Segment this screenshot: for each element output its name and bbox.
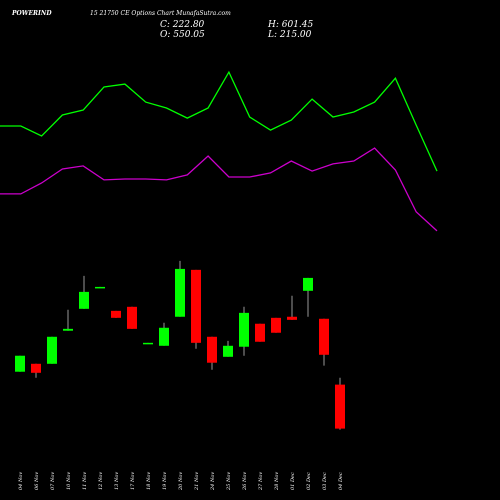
candle-body bbox=[191, 269, 201, 343]
x-tick-label: 10 Nov bbox=[66, 472, 72, 490]
x-tick-label: 13 Nov bbox=[114, 472, 120, 490]
candle-body bbox=[303, 277, 313, 291]
candle-body bbox=[79, 291, 89, 309]
x-tick-label: 01 Dec bbox=[290, 472, 296, 490]
x-tick-label: 03 Dec bbox=[322, 472, 328, 490]
x-tick-label: 17 Nov bbox=[130, 472, 136, 490]
x-tick-label: 21 Nov bbox=[194, 472, 200, 491]
x-tick-label: 02 Dec bbox=[306, 472, 312, 490]
stat-open: O: 550.05 bbox=[160, 30, 205, 40]
average-line bbox=[0, 70, 438, 172]
x-tick-label: 04 Nov bbox=[18, 472, 24, 490]
x-tick-label: 19 Nov bbox=[162, 472, 168, 490]
candle-body bbox=[207, 336, 217, 363]
chart-subtitle: 15 21750 CE Options Chart MunafaSutra.co… bbox=[90, 10, 231, 17]
candle-body bbox=[127, 306, 137, 329]
candle-body bbox=[111, 310, 121, 318]
candle-body bbox=[159, 327, 169, 346]
stat-high: H: 601.45 bbox=[267, 20, 314, 30]
candle-body bbox=[255, 323, 265, 342]
candle-body bbox=[31, 363, 41, 373]
candle-body bbox=[95, 286, 105, 289]
candle-body bbox=[271, 317, 281, 333]
x-tick-label: 27 Nov bbox=[258, 472, 264, 491]
candle-body bbox=[143, 342, 153, 345]
candle-body bbox=[47, 336, 57, 364]
stat-close: C: 222.80 bbox=[160, 20, 205, 30]
x-tick-label: 20 Nov bbox=[178, 472, 184, 491]
candle-body bbox=[319, 318, 329, 355]
x-tick-label: 04 Dec bbox=[338, 472, 344, 490]
x-tick-label: 07 Nov bbox=[50, 472, 56, 490]
x-tick-label: 26 Nov bbox=[242, 472, 248, 491]
candle-body bbox=[239, 312, 249, 347]
candle-body bbox=[175, 268, 185, 317]
x-tick-label: 12 Nov bbox=[98, 472, 104, 490]
candle-body bbox=[63, 328, 73, 331]
candle-body bbox=[223, 345, 233, 357]
x-tick-label: 24 Nov bbox=[210, 472, 216, 491]
candle-body bbox=[15, 355, 25, 372]
x-tick-label: 18 Nov bbox=[146, 472, 152, 490]
average-line bbox=[0, 147, 438, 232]
x-tick-label: 28 Nov bbox=[274, 472, 280, 491]
x-tick-label: 06 Nov bbox=[34, 472, 40, 490]
candle-body bbox=[335, 384, 345, 429]
chart-title: POWERIND bbox=[11, 10, 52, 17]
candle-body bbox=[287, 316, 297, 320]
x-tick-label: 25 Nov bbox=[226, 472, 232, 491]
x-tick-label: 11 Nov bbox=[82, 472, 88, 490]
stat-low: L: 215.00 bbox=[267, 30, 312, 40]
